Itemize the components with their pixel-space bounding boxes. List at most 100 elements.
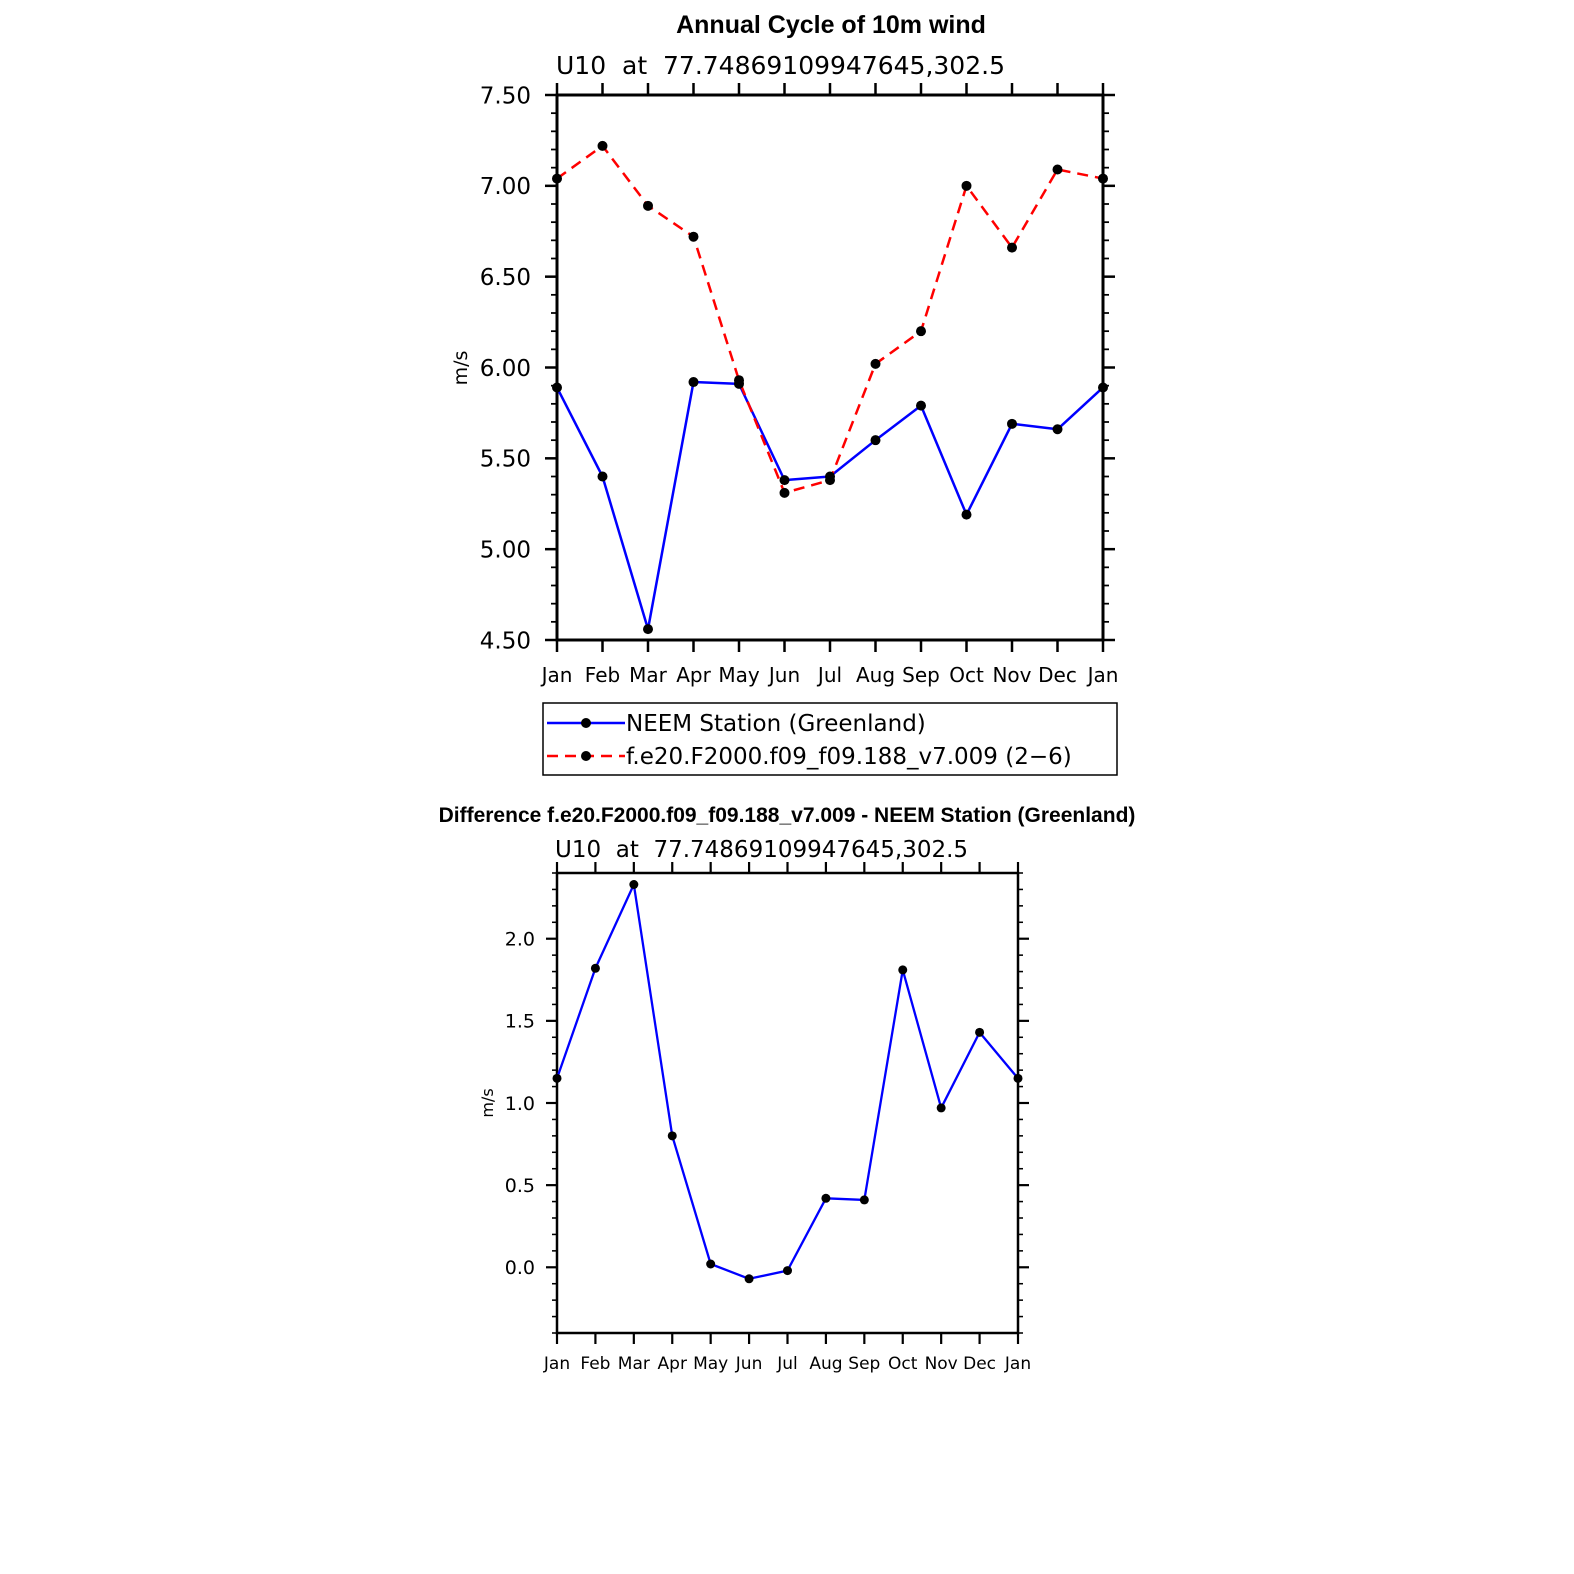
x-tick-label: Jun xyxy=(767,663,800,687)
x-tick-label: Nov xyxy=(992,663,1031,687)
y-tick-label: 6.00 xyxy=(480,356,531,382)
series-0-point xyxy=(975,1027,985,1037)
bottom-x-ticks: Jan Feb Mar Apr May Jun Jul Aug Sep Oct Nov Dec Jan xyxy=(543,862,1031,1374)
x-tick-label: Feb xyxy=(580,1354,610,1374)
series-0-point xyxy=(744,1274,754,1284)
bottom-series-layer xyxy=(552,880,1023,1284)
series-0-point xyxy=(706,1259,716,1269)
series-0-point xyxy=(870,435,881,446)
y-tick-label: 7.50 xyxy=(480,83,531,109)
series-0-point xyxy=(821,1193,831,1203)
top-plot-frame xyxy=(555,93,1105,642)
top-chart-title: Annual Cycle of 10m wind xyxy=(676,11,986,39)
x-tick-label: Jul xyxy=(776,1354,798,1374)
y-tick-label: 1.0 xyxy=(505,1093,535,1115)
top-chart-ylabel: m/s xyxy=(450,351,472,386)
x-tick-label: Nov xyxy=(925,1354,958,1374)
series-1-point xyxy=(1007,242,1017,253)
legend-model-label: f.e20.F2000.f09_f09.188_v7.009 (2−6) xyxy=(626,744,1072,770)
series-line-0 xyxy=(555,883,1019,1280)
x-tick-label: May xyxy=(693,1354,728,1374)
x-tick-label: Sep xyxy=(902,663,940,687)
series-0-point xyxy=(597,471,608,482)
x-tick-label: Apr xyxy=(676,663,711,687)
y-tick-label: 5.00 xyxy=(480,537,531,563)
series-0-point xyxy=(1098,382,1108,393)
top-y-ticks: 4.50 5.00 5.50 6.00 6.50 7.00 7.50 xyxy=(480,83,1115,654)
x-tick-label: Mar xyxy=(618,1354,650,1374)
x-tick-label: Apr xyxy=(658,1354,687,1374)
legend-box xyxy=(542,702,1118,776)
y-tick-label: 4.50 xyxy=(480,628,531,654)
bottom-chart-subtitle: U10 at 77.74869109947645,302.5 xyxy=(555,837,968,863)
top-chart-subtitle: U10 at 77.74869109947645,302.5 xyxy=(556,51,1005,80)
series-1-point xyxy=(688,231,699,242)
series-line-1 xyxy=(556,144,1104,495)
series-1-point xyxy=(734,375,744,386)
series-0-point xyxy=(552,1073,562,1083)
x-tick-label: Sep xyxy=(848,1354,880,1374)
top-legend: NEEM Station (Greenland) f.e20.F2000.f09… xyxy=(542,702,1118,776)
bottom-chart-title: Difference f.e20.F2000.f09_f09.188_v7.00… xyxy=(439,804,1136,827)
series-0-point xyxy=(916,400,926,411)
x-tick-label: Aug xyxy=(856,663,895,687)
x-tick-label: Oct xyxy=(949,663,984,687)
series-0-point xyxy=(898,965,908,975)
y-tick-label: 7.00 xyxy=(480,174,531,200)
series-0-point xyxy=(1052,424,1063,435)
y-tick-label: 0.0 xyxy=(505,1257,535,1279)
series-line-0 xyxy=(555,380,1104,631)
legend-obs-label: NEEM Station (Greenland) xyxy=(626,711,926,737)
series-1-point xyxy=(1052,164,1063,175)
top-x-ticks: Jan Feb Mar Apr May Jun Jul Aug Sep Oct Nov Dec Jan xyxy=(540,83,1119,687)
series-1-point xyxy=(870,358,881,369)
series-1-point xyxy=(825,475,835,486)
legend-model-marker xyxy=(581,751,591,761)
x-tick-label: Feb xyxy=(585,663,620,687)
bottom-y-ticks: 0.0 0.5 1.0 1.5 2.0 xyxy=(505,872,1029,1334)
series-0-point xyxy=(552,382,562,393)
series-0-point xyxy=(961,509,972,520)
x-tick-label: Dec xyxy=(1038,663,1077,687)
bottom-chart: Difference f.e20.F2000.f09_f09.188_v7.00… xyxy=(439,804,1136,1374)
bottom-plot-frame xyxy=(555,871,1020,1335)
x-tick-label: Jan xyxy=(1086,663,1119,687)
y-tick-label: 2.0 xyxy=(505,929,535,951)
series-0-point xyxy=(688,377,699,388)
x-tick-label: Jan xyxy=(1004,1354,1031,1374)
x-tick-label: Mar xyxy=(629,663,668,687)
bottom-chart-ylabel: m/s xyxy=(478,1088,497,1117)
top-chart: Annual Cycle of 10m wind U10 at 77.74869… xyxy=(450,11,1119,776)
series-0-point xyxy=(590,963,600,973)
legend-obs-marker xyxy=(581,718,591,728)
series-0-point xyxy=(643,624,653,635)
series-1-point xyxy=(961,180,972,191)
x-tick-label: Jan xyxy=(540,663,573,687)
series-1-point xyxy=(1098,173,1108,184)
series-0-point xyxy=(936,1103,946,1113)
y-tick-label: 0.5 xyxy=(505,1175,535,1197)
y-tick-label: 6.50 xyxy=(480,265,531,291)
x-tick-label: Jan xyxy=(543,1354,570,1374)
series-0-point xyxy=(667,1131,677,1141)
top-series-layer xyxy=(552,140,1108,635)
series-0-point xyxy=(779,475,790,486)
x-tick-label: Oct xyxy=(888,1354,918,1374)
y-tick-label: 5.50 xyxy=(480,447,531,473)
x-tick-label: Jul xyxy=(816,663,842,687)
series-1-point xyxy=(552,173,562,184)
x-tick-label: Aug xyxy=(809,1354,842,1374)
series-1-point xyxy=(643,200,653,211)
x-tick-label: Dec xyxy=(963,1354,996,1374)
series-0-point xyxy=(1007,418,1017,429)
x-tick-label: Jun xyxy=(735,1354,763,1374)
series-1-point xyxy=(916,326,926,337)
series-1-point xyxy=(597,140,608,151)
series-1-point xyxy=(779,487,790,498)
x-tick-label: May xyxy=(718,663,760,687)
series-0-point xyxy=(1013,1073,1023,1083)
series-0-point xyxy=(859,1195,869,1205)
series-0-point xyxy=(783,1266,792,1276)
series-0-point xyxy=(629,880,639,889)
